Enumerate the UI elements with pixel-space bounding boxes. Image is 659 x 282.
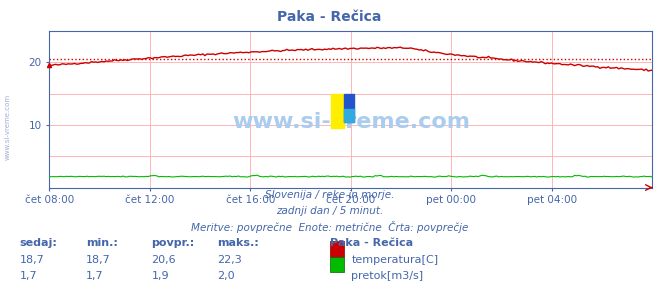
Text: sedaj:: sedaj: [20,238,57,248]
Text: temperatura[C]: temperatura[C] [351,255,438,265]
Text: Paka - Rečica: Paka - Rečica [330,238,413,248]
Text: www.si-vreme.com: www.si-vreme.com [5,94,11,160]
Text: 22,3: 22,3 [217,255,243,265]
Text: min.:: min.: [86,238,117,248]
Text: maks.:: maks.: [217,238,259,248]
Bar [331,94,343,128]
Text: 1,7: 1,7 [86,271,103,281]
Text: Paka - Rečica: Paka - Rečica [277,10,382,24]
Text: zadnji dan / 5 minut.: zadnji dan / 5 minut. [276,206,383,216]
Text: 18,7: 18,7 [20,255,45,265]
Text: www.si-vreme.com: www.si-vreme.com [232,112,470,132]
Text: povpr.:: povpr.: [152,238,195,248]
Text: 18,7: 18,7 [86,255,111,265]
Bar [343,94,354,122]
Text: Meritve: povprečne  Enote: metrične  Črta: povprečje: Meritve: povprečne Enote: metrične Črta:… [191,221,468,233]
Text: pretok[m3/s]: pretok[m3/s] [351,271,423,281]
Bar [343,109,354,122]
Text: 1,7: 1,7 [20,271,38,281]
Text: 20,6: 20,6 [152,255,176,265]
Text: Slovenija / reke in morje.: Slovenija / reke in morje. [265,190,394,200]
Text: 2,0: 2,0 [217,271,235,281]
Text: 1,9: 1,9 [152,271,169,281]
